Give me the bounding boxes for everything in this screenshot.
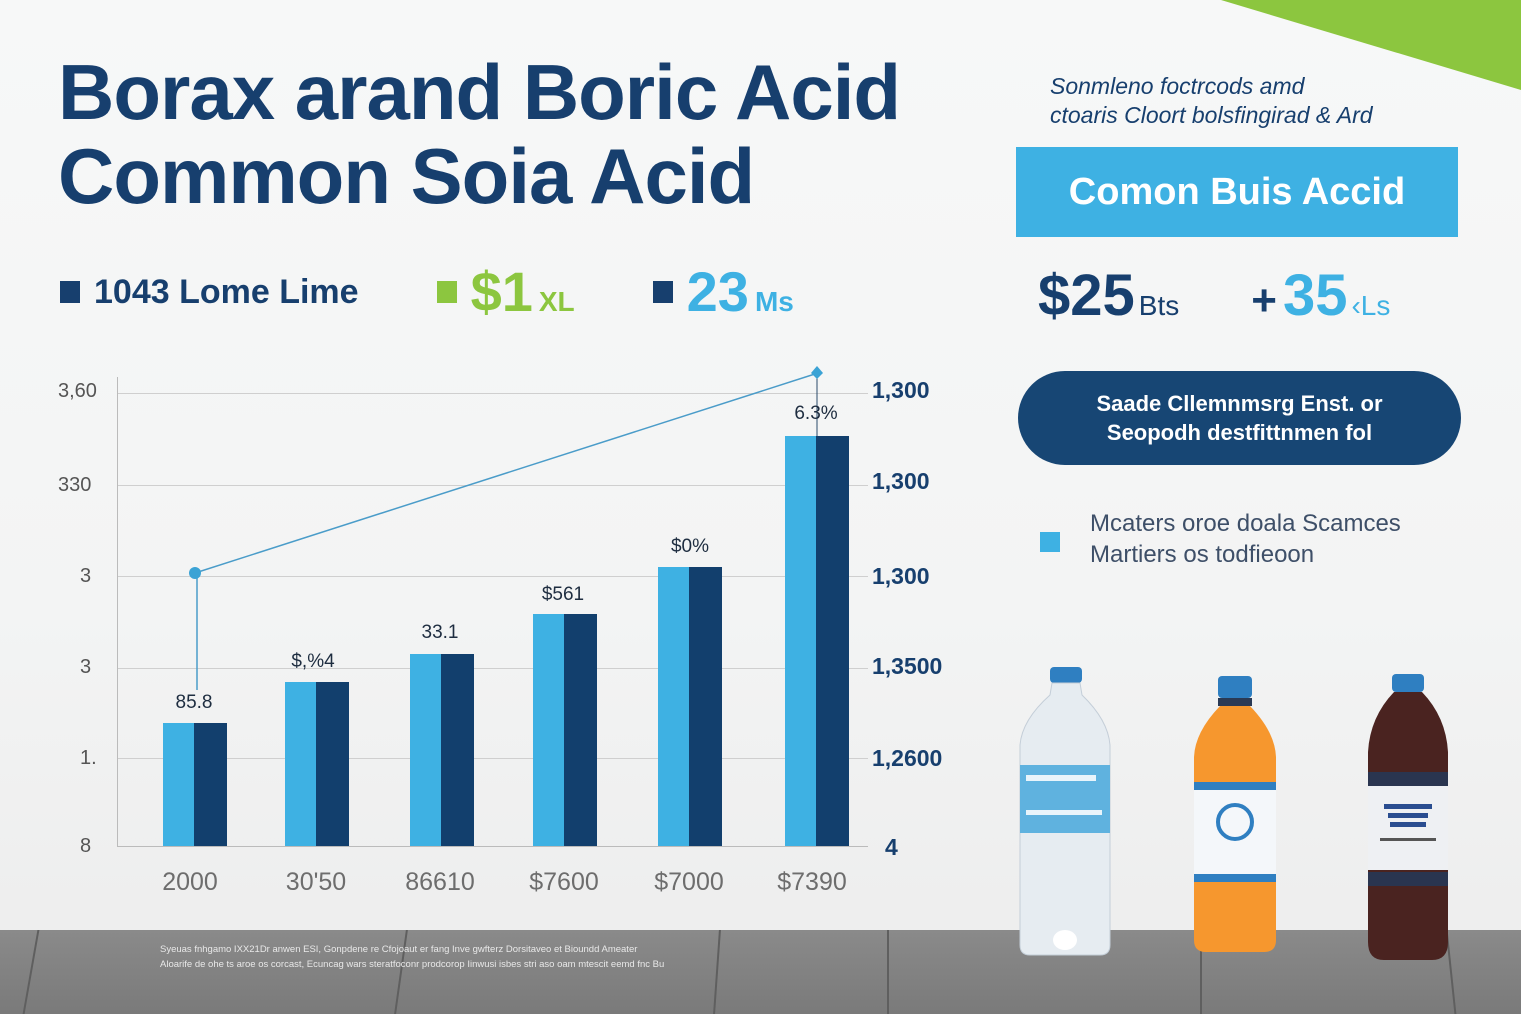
bar (785, 436, 816, 846)
y-left-tick: 1. (80, 747, 97, 769)
y-right-tick: 4 (885, 834, 898, 860)
subtitle-line-1: Sonmleno foctrcods amd (1050, 73, 1305, 99)
x-axis (118, 846, 868, 847)
bar-label: $0% (670, 536, 710, 557)
x-tick: $7390 (777, 868, 847, 896)
gridline (118, 576, 868, 577)
y-left-tick: 8 (80, 835, 92, 857)
right-subtitle: Sonmleno foctrcods amd ctoaris Cloort bo… (1050, 72, 1373, 130)
title-line-1: Borax arand Boric Acid (58, 48, 901, 136)
bar (194, 723, 227, 846)
bar-label: $561 (541, 584, 585, 605)
bar-label: 6.3% (794, 403, 838, 424)
y-left-tick: 3,60 (58, 380, 97, 402)
x-tick: 2000 (162, 868, 218, 896)
y-right-tick: 1,300 (872, 563, 930, 589)
orange-bottle-icon (1194, 676, 1276, 952)
bar-label: 33.1 (421, 622, 459, 643)
bar-chart: 3,60 330 3 3 1. 8 1,300 1,300 1,300 1,35… (58, 366, 943, 896)
y-axis (117, 377, 118, 847)
y-right-tick: 1,3500 (872, 653, 943, 679)
stat-3-unit: Ms (754, 286, 794, 317)
right-stats: $25 Bts + 35 ‹Ls (1038, 262, 1390, 329)
legend: Mcaters oroe doala Scamces Martiers os t… (1040, 508, 1401, 570)
right-stat-1-unit: Bts (1138, 290, 1180, 321)
pill-line-1: Saade Cllemnmsrg Enst. or (1096, 391, 1383, 416)
stat-2-value: $1 (470, 260, 533, 323)
bar (533, 614, 564, 846)
square-icon (60, 281, 80, 303)
legend-line-1: Mcaters oroe doala Scamces (1090, 510, 1401, 537)
bar-label: 85.8 (175, 692, 213, 713)
stat-1-value: 1043 Lome Lime (94, 272, 359, 311)
y-left-tick: 330 (58, 474, 92, 496)
gridline (118, 758, 868, 759)
stat-1: 1043 Lome Lime (60, 273, 359, 312)
gridline (118, 393, 868, 394)
legend-line-2: Martiers os todfieoon (1090, 541, 1315, 568)
x-tick: 30'50 (285, 868, 347, 896)
bar (163, 723, 194, 846)
bar-label: $,%4 (291, 651, 335, 672)
bar (816, 436, 849, 846)
bar (441, 654, 474, 846)
gridline (118, 668, 868, 669)
stat-2: $1 XL (436, 260, 575, 323)
right-stat-2-unit: ‹Ls (1351, 290, 1391, 321)
page-title: Borax arand Boric Acid Common Soia Acid (58, 48, 901, 220)
stat-3-value: 23 (686, 260, 749, 323)
stats-row: 1043 Lome Lime $1 XL 23 Ms (60, 262, 872, 322)
stat-2-unit: XL (538, 286, 575, 317)
x-tick: $7600 (529, 868, 599, 896)
banner: Comon Buis Accid (1016, 147, 1458, 237)
legend-square-icon (1040, 532, 1060, 552)
y-right-tick: 1,300 (872, 468, 930, 494)
footnote: Syeuas fnhgamo IXX21Dr anwen ESI, Gonpde… (160, 942, 770, 972)
water-bottle-icon (1019, 667, 1111, 956)
stat-3: 23 Ms (652, 260, 794, 323)
square-icon (436, 281, 457, 303)
subtitle-line-2: ctoaris Cloort bolsfingirad & Ard (1050, 102, 1373, 128)
y-left-tick: 3 (80, 656, 92, 678)
title-line-2: Common Soia Acid (58, 132, 755, 220)
bar (316, 682, 349, 846)
gridline (118, 485, 868, 486)
bar (689, 567, 722, 846)
right-stat-1-value: $25 (1038, 263, 1135, 328)
pill-line-2: Seopodh destfittnmen fol (1106, 420, 1373, 445)
x-tick: $7000 (654, 868, 724, 896)
footnote-line-1: Syeuas fnhgamo IXX21Dr anwen ESI, Gonpde… (160, 944, 638, 955)
y-right-tick: 1,300 (872, 377, 930, 403)
right-stat-2-prefix: + (1251, 276, 1277, 325)
info-pill: Saade Cllemnmsrg Enst. or Seopodh destfi… (1018, 371, 1461, 465)
square-icon (652, 281, 673, 303)
trend-line (189, 366, 823, 690)
x-tick: 86610 (405, 868, 475, 896)
bar (285, 682, 316, 846)
bar (410, 654, 441, 846)
bar (658, 567, 689, 846)
y-right-tick: 1,2600 (872, 745, 943, 771)
bar (564, 614, 597, 846)
footnote-line-2: Aloarife de ohe ts aroe os corcast, Ecun… (160, 959, 665, 970)
right-stat-2-value: 35 (1282, 263, 1348, 328)
cola-bottle-icon (1368, 674, 1448, 960)
y-left-tick: 3 (80, 565, 92, 587)
